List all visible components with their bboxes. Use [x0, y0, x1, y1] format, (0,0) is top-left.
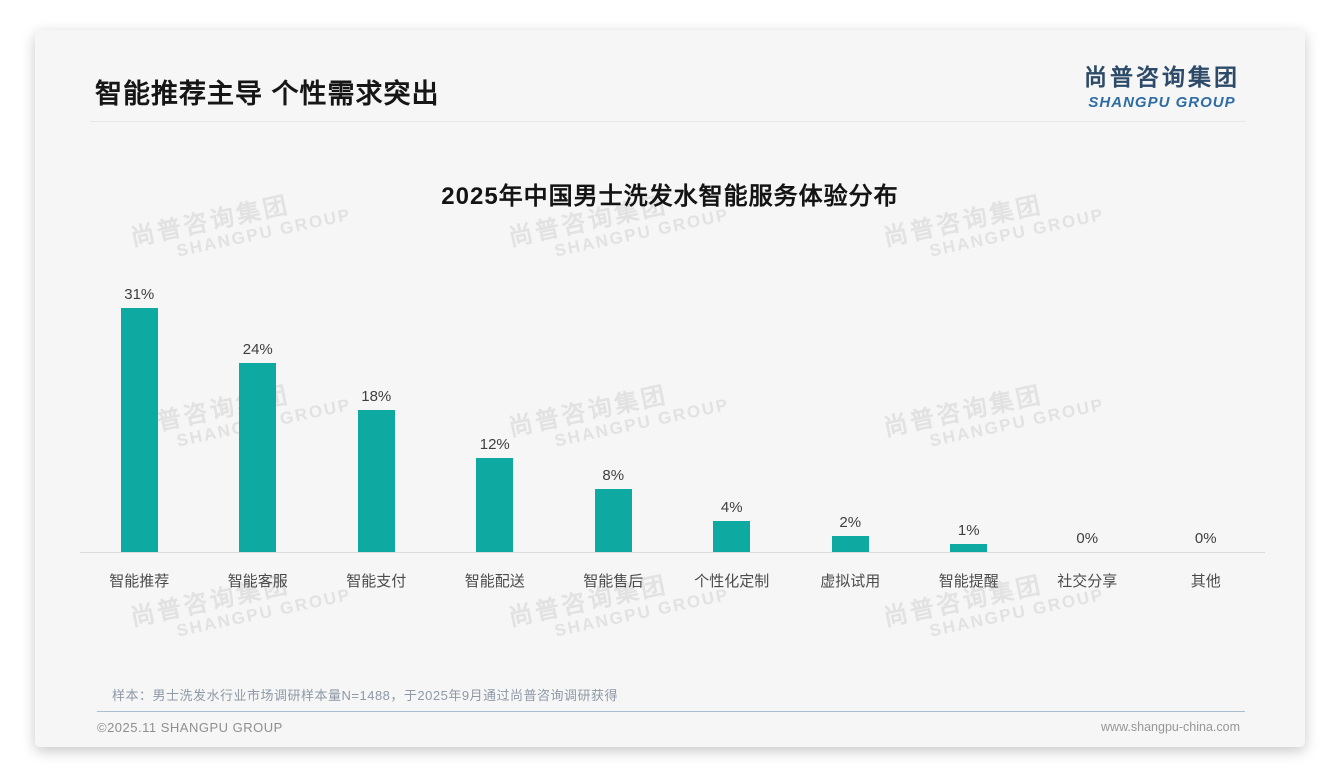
- category-label: 个性化定制: [694, 573, 770, 590]
- bar-value-label: 18%: [361, 388, 392, 406]
- category-label: 智能配送: [464, 573, 525, 590]
- copyright: ©2025.11 SHANGPU GROUP: [97, 720, 283, 735]
- footer-divider: [97, 711, 1245, 712]
- category-label: 虚拟试用: [820, 573, 881, 590]
- header-divider: [90, 121, 1245, 122]
- bar: [476, 457, 514, 552]
- bar-value-label: 31%: [124, 286, 155, 304]
- bar-slot: 31%: [80, 278, 199, 552]
- brand-logo: 尚普咨询集团 SHANGPU GROUP: [1084, 58, 1240, 111]
- brand-logo-en: SHANGPU GROUP: [1088, 94, 1236, 111]
- slide-card: 尚普咨询集团 SHANGPU GROUP 尚普咨询集团 SHANGPU GROUP 尚普…: [35, 30, 1305, 747]
- brand-logo-cn: 尚普咨询集团: [1084, 64, 1240, 90]
- bar-slot: 18%: [317, 278, 436, 552]
- bar-value-label: 2%: [839, 514, 862, 532]
- category-label: 智能提醒: [938, 573, 999, 590]
- bar-value-label: 12%: [479, 435, 510, 453]
- sample-note: 样本：男士洗发水行业市场调研样本量N=1488，于2025年9月通过尚普咨询调研…: [112, 688, 619, 703]
- bar: [594, 489, 632, 552]
- bar-value-label: 8%: [602, 467, 625, 485]
- bar: [950, 544, 988, 552]
- category-label: 智能售后: [583, 573, 644, 590]
- category-label: 智能推荐: [109, 573, 170, 590]
- bar-slot: 4%: [673, 278, 792, 552]
- chart-title: 2025年中国男士洗发水智能服务体验分布: [441, 183, 899, 210]
- bar-value-label: 4%: [720, 498, 743, 516]
- bar-value-label: 24%: [242, 341, 273, 359]
- bar-slot: 2%: [791, 278, 910, 552]
- bar-slot: 12%: [436, 278, 555, 552]
- category-label: 智能支付: [346, 573, 407, 590]
- bar: [239, 363, 277, 552]
- bar-value-label: 0%: [1194, 530, 1217, 547]
- bar-value-label: 1%: [957, 522, 980, 540]
- footer-row: ©2025.11 SHANGPU GROUP www.shangpu-china…: [97, 720, 1240, 735]
- bar: [357, 410, 395, 552]
- bar-slot: 0%: [1028, 278, 1147, 552]
- website: www.shangpu-china.com: [1101, 720, 1240, 734]
- page-title: 智能推荐主导 个性需求突出: [95, 79, 440, 109]
- bar: [120, 308, 158, 552]
- bar-value-label: 0%: [1076, 530, 1099, 547]
- bar: [831, 536, 869, 552]
- category-label: 社交分享: [1057, 573, 1118, 590]
- category-label: 其他: [1190, 573, 1221, 590]
- bar-chart: 31% 24% 18% 12% 8% 4% 2% 1% 0% 0%: [80, 278, 1265, 553]
- bar-slot: 8%: [554, 278, 673, 552]
- bar-slot: 1%: [910, 278, 1029, 552]
- category-label: 智能客服: [227, 573, 288, 590]
- category-axis: 智能推荐 智能客服 智能支付 智能配送 智能售后 个性化定制 虚拟试用 智能提醒 社交分享 其他: [80, 570, 1265, 591]
- bar-slot: 0%: [1147, 278, 1266, 552]
- bar: [713, 520, 751, 552]
- bar-slot: 24%: [199, 278, 318, 552]
